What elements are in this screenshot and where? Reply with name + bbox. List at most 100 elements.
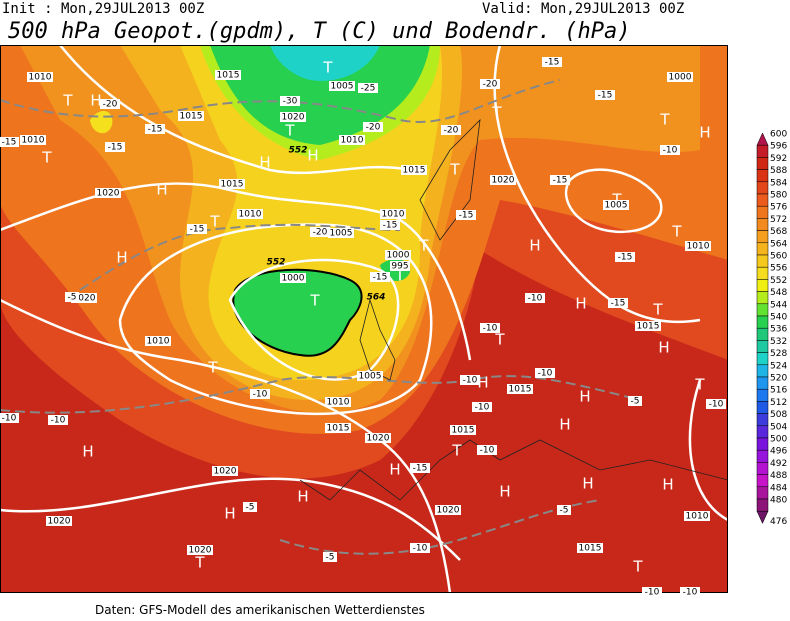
temperature-label: -15 <box>553 176 568 186</box>
label-box <box>642 587 662 597</box>
label-box <box>490 175 516 185</box>
colorbar-cell <box>756 315 769 329</box>
label-box <box>370 272 390 282</box>
temperature-label: -10 <box>51 416 66 426</box>
label-box <box>472 402 492 412</box>
isobar-label: 1015 <box>509 385 532 395</box>
colorbar-cell <box>756 169 769 183</box>
colorbar-label: 520 <box>770 374 787 384</box>
temperature-label: -10 <box>538 369 553 379</box>
temperature-label: -20 <box>313 228 328 238</box>
colorbar-label: 536 <box>770 325 787 335</box>
pressure-center: H <box>82 443 93 461</box>
isobar-label: 1010 <box>327 398 350 408</box>
colorbar-cell <box>756 144 769 158</box>
colorbar-cell <box>756 388 769 402</box>
temperature-label: -20 <box>444 126 459 136</box>
colorbar-cell <box>756 242 769 256</box>
label-box <box>480 323 500 333</box>
geopotential-label: 552 <box>267 258 286 268</box>
label-box <box>105 142 125 152</box>
pressure-center: T <box>451 442 462 460</box>
label-box <box>635 321 661 331</box>
pressure-center: H <box>116 249 127 267</box>
pressure-center: T <box>41 149 52 167</box>
colorbar-label: 556 <box>770 264 787 274</box>
pressure-center: H <box>658 339 669 357</box>
isobar-label: 1020 <box>282 113 305 123</box>
isobar-label: 1000 <box>387 251 410 261</box>
isobar-label: 1015 <box>403 166 426 176</box>
label-box <box>328 228 354 238</box>
label-box <box>250 389 270 399</box>
pressure-center: T <box>652 301 663 319</box>
colorbar-cell <box>756 401 769 414</box>
temperature-label: -5 <box>326 553 335 563</box>
colorbar-label: 496 <box>770 447 787 457</box>
label-box <box>410 543 430 553</box>
colorbar-cell <box>756 291 769 305</box>
colorbar-label: 504 <box>770 422 787 432</box>
colorbar-cell <box>756 437 769 451</box>
label-box <box>380 220 400 230</box>
colorbar-cell <box>756 352 769 366</box>
colorbar-label: 580 <box>770 191 787 201</box>
colorbar-label: 488 <box>770 471 787 481</box>
isobar-label: 1010 <box>29 73 52 83</box>
label-box <box>380 209 406 219</box>
isobar-label: 1015 <box>217 71 240 81</box>
label-box <box>0 137 19 147</box>
label-box <box>178 111 204 121</box>
colorbar-cell <box>756 498 769 512</box>
temperature-label: -15 <box>190 225 205 235</box>
label-box <box>684 511 710 521</box>
temperature-label: -5 <box>68 293 77 303</box>
isobar-label: 1010 <box>239 210 262 220</box>
low-center <box>232 268 363 357</box>
temperature-label: -15 <box>598 91 613 101</box>
colorbar-label: 576 <box>770 203 787 213</box>
colorbar-label: 596 <box>770 142 787 152</box>
geopotential-label: 564 <box>367 293 386 303</box>
colorbar-label: 548 <box>770 288 787 298</box>
label-box <box>557 505 571 515</box>
isobar-label: 1015 <box>221 180 244 190</box>
label-box <box>100 99 120 109</box>
label-box <box>577 543 603 553</box>
pressure-center: H <box>477 374 488 392</box>
temperature-label: -5 <box>560 506 569 516</box>
colorbar-cell <box>756 193 769 207</box>
temperature-label: -10 <box>413 544 428 554</box>
label-box <box>280 273 306 283</box>
coastline <box>359 118 481 381</box>
isobar-label: 1010 <box>147 337 170 347</box>
isobar-label: 1010 <box>686 512 709 522</box>
pressure-center: H <box>529 237 540 255</box>
label-box <box>357 371 383 381</box>
isobar-label: 1020 <box>189 546 212 556</box>
colorbar-label: 540 <box>770 313 787 323</box>
pressure-center: H <box>559 416 570 434</box>
colorbar-cell <box>756 340 769 353</box>
isobar-label: 1015 <box>579 544 602 554</box>
label-box <box>460 375 480 385</box>
label-box <box>477 445 497 455</box>
label-box <box>525 293 545 303</box>
colorbar-cell <box>756 364 769 378</box>
region <box>270 45 380 81</box>
colorbar-label: 516 <box>770 386 787 396</box>
temperature-label: -25 <box>361 84 376 94</box>
temperature-label: -30 <box>283 97 298 107</box>
colorbar-cell <box>756 205 769 219</box>
colorbar-cell <box>756 376 769 390</box>
isobar-label: 1005 <box>331 82 354 92</box>
isobar-label: 1020 <box>97 189 120 199</box>
label-box <box>410 463 430 473</box>
label-box <box>71 293 97 303</box>
label-box <box>215 70 241 80</box>
label-box <box>595 90 615 100</box>
colorbar-label: 560 <box>770 252 787 262</box>
label-box <box>385 250 411 260</box>
temperature-label: -10 <box>683 588 698 598</box>
